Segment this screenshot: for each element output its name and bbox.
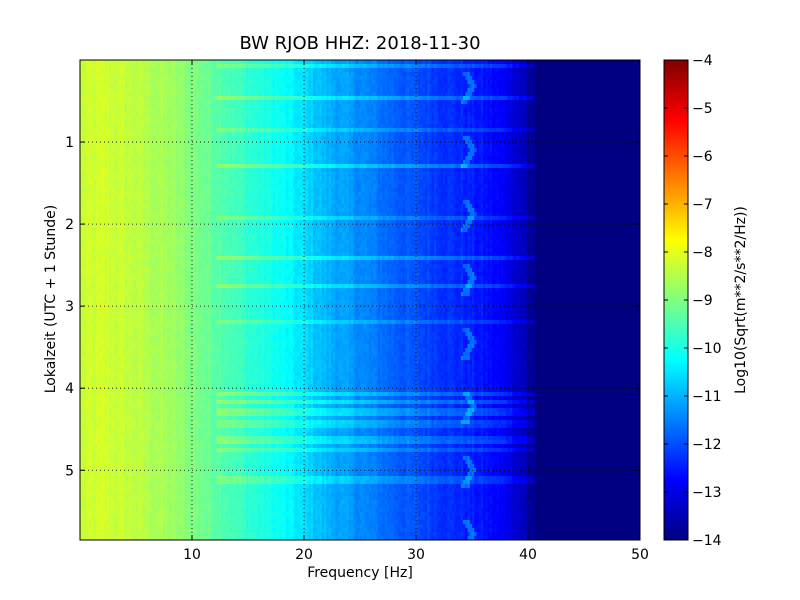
- chart-title: BW RJOB HHZ: 2018-11-30: [239, 33, 480, 54]
- heatmap: [80, 60, 641, 541]
